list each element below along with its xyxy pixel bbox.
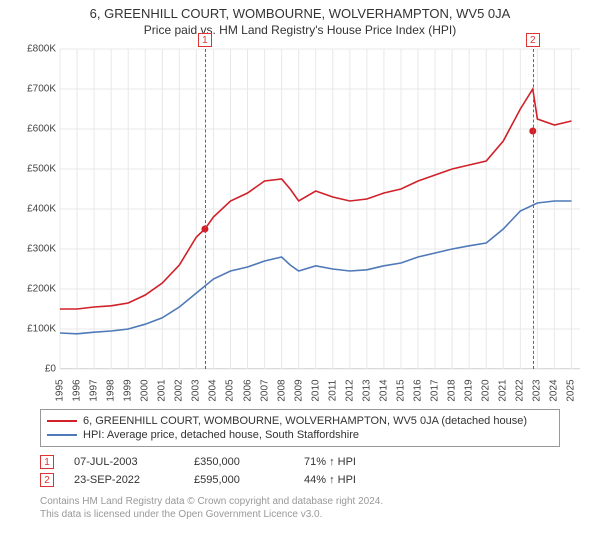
sale-price: £350,000 bbox=[194, 456, 304, 468]
x-tick-label: 2021 bbox=[498, 379, 509, 401]
sale-marker-label: 1 bbox=[198, 33, 212, 47]
legend-swatch bbox=[47, 420, 77, 422]
y-tick-label: £100K bbox=[27, 324, 56, 335]
y-tick-label: £500K bbox=[27, 164, 56, 175]
x-tick-label: 2012 bbox=[344, 379, 355, 401]
x-tick-label: 2009 bbox=[293, 379, 304, 401]
legend-label: HPI: Average price, detached house, Sout… bbox=[83, 429, 359, 441]
x-tick-label: 2008 bbox=[276, 379, 287, 401]
page-title: 6, GREENHILL COURT, WOMBOURNE, WOLVERHAM… bbox=[10, 6, 590, 21]
x-tick-label: 2023 bbox=[532, 379, 543, 401]
x-tick-label: 2003 bbox=[191, 379, 202, 401]
legend-label: 6, GREENHILL COURT, WOMBOURNE, WOLVERHAM… bbox=[83, 415, 527, 427]
x-tick-label: 1995 bbox=[55, 379, 66, 401]
sale-row: 2 23-SEP-2022£595,00044% ↑ HPI bbox=[40, 471, 590, 489]
y-tick-label: £700K bbox=[27, 84, 56, 95]
x-tick-label: 2005 bbox=[225, 379, 236, 401]
y-tick-label: £0 bbox=[45, 364, 56, 375]
price-chart: £0 £100K £200K £300K £400K £500K £600K £700K £80… bbox=[10, 43, 590, 403]
legend-swatch bbox=[47, 434, 77, 436]
y-tick-label: £800K bbox=[27, 44, 56, 55]
legend: 6, GREENHILL COURT, WOMBOURNE, WOLVERHAM… bbox=[40, 409, 560, 447]
footer-line: This data is licensed under the Open Gov… bbox=[40, 508, 590, 521]
x-tick-label: 1998 bbox=[106, 379, 117, 401]
y-tick-label: £600K bbox=[27, 124, 56, 135]
sale-marker-line bbox=[205, 49, 206, 369]
sale-date: 07-JUL-2003 bbox=[74, 456, 194, 468]
y-tick-label: £200K bbox=[27, 284, 56, 295]
y-tick-label: £300K bbox=[27, 244, 56, 255]
sale-ratio: 71% ↑ HPI bbox=[304, 456, 404, 468]
x-tick-label: 2022 bbox=[515, 379, 526, 401]
x-tick-label: 2025 bbox=[566, 379, 577, 401]
x-tick-label: 2018 bbox=[447, 379, 458, 401]
x-tick-label: 2019 bbox=[464, 379, 475, 401]
footer: Contains HM Land Registry data © Crown c… bbox=[40, 495, 590, 521]
sale-date: 23-SEP-2022 bbox=[74, 474, 194, 486]
sale-row: 1 07-JUL-2003£350,00071% ↑ HPI bbox=[40, 453, 590, 471]
x-tick-label: 2014 bbox=[378, 379, 389, 401]
x-tick-label: 2006 bbox=[242, 379, 253, 401]
x-tick-label: 2007 bbox=[259, 379, 270, 401]
x-tick-label: 2010 bbox=[310, 379, 321, 401]
sale-marker-label: 2 bbox=[526, 33, 540, 47]
x-tick-label: 2002 bbox=[174, 379, 185, 401]
x-tick-label: 1997 bbox=[89, 379, 100, 401]
footer-line: Contains HM Land Registry data © Crown c… bbox=[40, 495, 590, 508]
sale-marker-line bbox=[533, 49, 534, 369]
sale-price: £595,000 bbox=[194, 474, 304, 486]
sale-index: 2 bbox=[40, 473, 54, 487]
sale-index: 1 bbox=[40, 455, 54, 469]
y-tick-label: £400K bbox=[27, 204, 56, 215]
x-tick-label: 2011 bbox=[327, 380, 338, 402]
x-tick-label: 2017 bbox=[430, 379, 441, 401]
page-subtitle: Price paid vs. HM Land Registry's House … bbox=[10, 23, 590, 37]
legend-item: HPI: Average price, detached house, Sout… bbox=[47, 428, 553, 442]
x-tick-label: 2013 bbox=[361, 379, 372, 401]
x-tick-label: 2020 bbox=[481, 379, 492, 401]
legend-item: 6, GREENHILL COURT, WOMBOURNE, WOLVERHAM… bbox=[47, 414, 553, 428]
x-tick-label: 2000 bbox=[140, 379, 151, 401]
x-tick-label: 2015 bbox=[395, 379, 406, 401]
x-tick-label: 1996 bbox=[72, 379, 83, 401]
x-tick-label: 1999 bbox=[123, 379, 134, 401]
x-tick-label: 2024 bbox=[549, 379, 560, 401]
x-tick-label: 2004 bbox=[208, 379, 219, 401]
x-tick-label: 2001 bbox=[157, 379, 168, 401]
x-tick-label: 2016 bbox=[413, 379, 424, 401]
sale-ratio: 44% ↑ HPI bbox=[304, 474, 404, 486]
